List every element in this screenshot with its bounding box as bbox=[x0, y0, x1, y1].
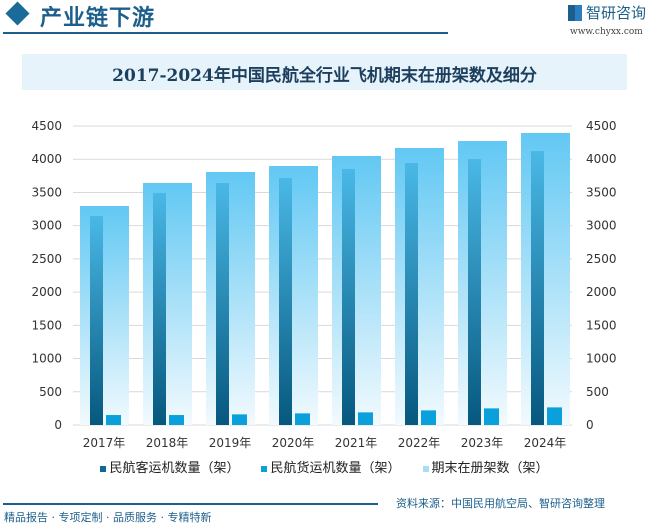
bar-passenger bbox=[468, 159, 481, 425]
source-note: 资料来源：中国民用航空局、智研咨询整理 bbox=[396, 497, 605, 510]
y-tick-left: 1000 bbox=[31, 352, 62, 366]
legend-item-total: 期末在册架数（架） bbox=[422, 457, 549, 476]
legend-label: 期末在册架数（架） bbox=[431, 461, 549, 476]
x-tick-label: 2017年 bbox=[83, 436, 126, 450]
bar-passenger bbox=[279, 178, 292, 425]
chart-title: 2017-2024年中国民航全行业飞机期末在册架数及细分 bbox=[112, 66, 537, 86]
bar-cargo bbox=[169, 415, 184, 425]
y-tick-right: 4500 bbox=[586, 119, 617, 133]
brand-name: 智研咨询 bbox=[586, 4, 647, 22]
y-tick-left: 0 bbox=[54, 418, 62, 432]
section-title: 产业链下游 bbox=[40, 5, 156, 31]
bar-passenger bbox=[90, 215, 103, 425]
y-tick-right: 3500 bbox=[586, 185, 617, 199]
y-tick-right: 2500 bbox=[586, 252, 617, 266]
y-tick-right: 1500 bbox=[586, 318, 617, 332]
brand-url: www.chyxx.com bbox=[570, 27, 643, 37]
x-tick-label: 2023年 bbox=[461, 436, 504, 450]
bar-cargo bbox=[358, 412, 373, 425]
bar-cargo bbox=[106, 415, 121, 425]
logo-icon bbox=[568, 4, 582, 21]
bar-cargo bbox=[547, 407, 562, 425]
header-divider bbox=[3, 32, 448, 34]
bar-passenger bbox=[342, 168, 355, 425]
y-tick-right: 3000 bbox=[586, 219, 617, 233]
bar-total bbox=[332, 155, 381, 426]
legend-item-cargo: 民航货运机数量（架） bbox=[261, 457, 401, 476]
legend: 民航客运机数量（架） 民航货运机数量（架） 期末在册架数（架） bbox=[0, 457, 649, 476]
y-tick-right: 1000 bbox=[586, 352, 617, 366]
brand-logo: 智研咨询 bbox=[568, 2, 646, 23]
y-tick-right: 500 bbox=[586, 385, 609, 399]
y-tick-right: 0 bbox=[586, 418, 594, 432]
bar-cargo bbox=[232, 414, 247, 425]
footer-slogan: 精品报告 · 专项定制 · 品质服务 · 专精特新 bbox=[4, 511, 212, 524]
bar-total bbox=[143, 183, 192, 425]
y-tick-left: 2500 bbox=[31, 252, 62, 266]
bar-total bbox=[395, 147, 444, 426]
legend-label: 民航货运机数量（架） bbox=[270, 461, 401, 476]
y-tick-left: 3500 bbox=[31, 185, 62, 199]
y-tick-right: 2000 bbox=[586, 285, 617, 299]
bar-total bbox=[521, 132, 570, 425]
x-tick-label: 2019年 bbox=[209, 436, 252, 450]
x-tick-label: 2018年 bbox=[146, 436, 189, 450]
bar-total bbox=[80, 205, 129, 425]
y-tick-left: 4000 bbox=[31, 152, 62, 166]
bar-total bbox=[269, 165, 318, 425]
y-tick-left: 3000 bbox=[31, 219, 62, 233]
legend-item-passenger: 民航客运机数量（架） bbox=[100, 457, 239, 476]
x-tick-label: 2022年 bbox=[398, 436, 441, 450]
x-tick-label: 2021年 bbox=[335, 436, 378, 450]
x-tick-label: 2020年 bbox=[272, 436, 315, 450]
legend-label: 民航客运机数量（架） bbox=[109, 461, 240, 476]
bar-passenger bbox=[153, 192, 166, 425]
bar-passenger bbox=[531, 151, 544, 425]
bar-passenger bbox=[216, 183, 229, 425]
bar-total bbox=[458, 141, 507, 425]
x-tick-label: 2024年 bbox=[524, 436, 567, 450]
y-tick-right: 4000 bbox=[586, 152, 617, 166]
chart-title-box: 2017-2024年中国民航全行业飞机期末在册架数及细分 bbox=[22, 54, 627, 90]
y-tick-left: 2000 bbox=[31, 285, 62, 299]
y-tick-left: 4500 bbox=[31, 119, 62, 133]
bar-cargo bbox=[295, 413, 310, 425]
y-tick-left: 1500 bbox=[31, 318, 62, 332]
bar-cargo bbox=[484, 408, 499, 425]
bar-cargo bbox=[421, 410, 436, 425]
y-tick-left: 500 bbox=[39, 385, 62, 399]
footer-divider bbox=[3, 503, 378, 505]
bar-total bbox=[206, 171, 255, 425]
bar-passenger bbox=[405, 163, 418, 425]
